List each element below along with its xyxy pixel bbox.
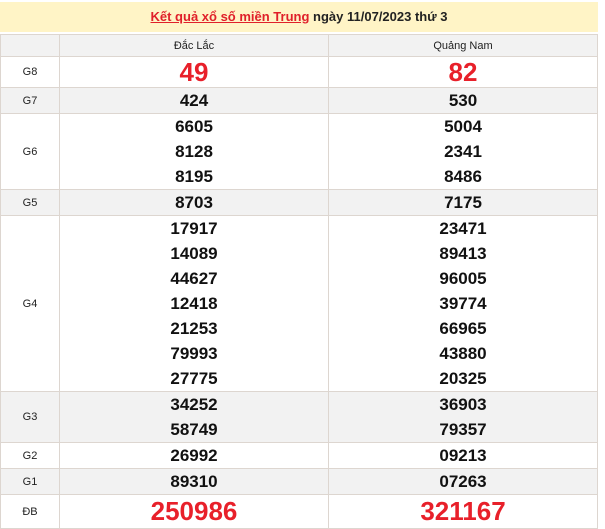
prize-label: G7: [0, 87, 60, 114]
prize-cell-b: 530: [328, 87, 598, 114]
prize-number: 36903: [439, 395, 487, 414]
header-province-2: Quảng Nam: [328, 34, 598, 57]
prize-number: 6605: [175, 117, 213, 136]
prize-number: 26992: [170, 446, 218, 465]
prize-label: G2: [0, 442, 60, 469]
prize-number: 43880: [439, 344, 487, 363]
prize-label: G4: [0, 215, 60, 392]
prize-cell-b: 321167: [328, 494, 598, 529]
prize-cell-b: 23471 89413 96005 39774 66965 43880 20325: [328, 215, 598, 392]
prize-number: 89310: [170, 472, 218, 491]
prize-row-g8: G8 49 82: [0, 56, 598, 88]
prize-number: 58749: [170, 420, 218, 439]
prize-number: 07263: [439, 472, 487, 491]
prize-number: 21253: [170, 319, 218, 338]
prize-row-g2: G2 26992 09213: [0, 442, 598, 469]
header-province-1: Đắc Lắc: [59, 34, 329, 57]
prize-number: 14089: [170, 244, 218, 263]
prize-cell-b: 5004 2341 8486: [328, 113, 598, 190]
prize-number: 27775: [170, 369, 218, 388]
results-table: Đắc Lắc Quảng Nam G8 49 82 G7 424 530 G6 6605 81…: [0, 34, 598, 529]
prize-label: G5: [0, 189, 60, 216]
prize-number: 5004: [444, 117, 482, 136]
prize-row-g3: G3 34252 58749 36903 79357: [0, 391, 598, 443]
prize-row-đb: ĐB 250986 321167: [0, 494, 598, 529]
prize-number: 8486: [444, 167, 482, 186]
prize-number: 79993: [170, 344, 218, 363]
prize-number: 2341: [444, 142, 482, 161]
prize-row-g5: G5 8703 7175: [0, 189, 598, 216]
prize-number: 96005: [439, 269, 487, 288]
prize-cell-a: 26992: [59, 442, 329, 469]
prize-number: 20325: [439, 369, 487, 388]
prize-number: 8703: [175, 193, 213, 212]
prize-number: 44627: [170, 269, 218, 288]
prize-number: 82: [448, 57, 478, 87]
prize-label: ĐB: [0, 494, 60, 529]
prize-label: G6: [0, 113, 60, 190]
prize-cell-a: 89310: [59, 468, 329, 495]
prize-cell-b: 07263: [328, 468, 598, 495]
results-date: ngày 11/07/2023 thứ 3: [309, 9, 448, 24]
results-link[interactable]: Kết quả xổ số miền Trung: [150, 9, 310, 24]
prize-cell-a: 49: [59, 56, 329, 88]
header-row: Đắc Lắc Quảng Nam: [0, 34, 598, 57]
prize-cell-b: 82: [328, 56, 598, 88]
prize-cell-a: 6605 8128 8195: [59, 113, 329, 190]
prize-number: 250986: [150, 496, 238, 526]
prize-cell-b: 36903 79357: [328, 391, 598, 443]
prize-number: 79357: [439, 420, 487, 439]
prize-row-g4: G4 17917 14089 44627 12418 21253 79993 27775 234…: [0, 215, 598, 392]
prize-number: 34252: [170, 395, 218, 414]
prize-number: 7175: [444, 193, 482, 212]
prize-cell-a: 424: [59, 87, 329, 114]
prize-number: 39774: [439, 294, 487, 313]
prize-row-g6: G6 6605 8128 8195 5004 2341 8486: [0, 113, 598, 190]
prize-number: 89413: [439, 244, 487, 263]
header-prize: [0, 34, 60, 57]
prize-label: G1: [0, 468, 60, 495]
prize-cell-b: 7175: [328, 189, 598, 216]
prize-cell-a: 250986: [59, 494, 329, 529]
prize-label: G8: [0, 56, 60, 88]
prize-cell-a: 34252 58749: [59, 391, 329, 443]
prize-number: 66965: [439, 319, 487, 338]
prize-number: 23471: [439, 219, 487, 238]
prize-number: 49: [179, 57, 209, 87]
prize-number: 12418: [170, 294, 218, 313]
prize-number: 8195: [175, 167, 213, 186]
prize-number: 17917: [170, 219, 218, 238]
prize-number: 424: [179, 91, 209, 110]
prize-cell-a: 17917 14089 44627 12418 21253 79993 27775: [59, 215, 329, 392]
prize-row-g7: G7 424 530: [0, 87, 598, 114]
prize-number: 8128: [175, 142, 213, 161]
prize-cell-a: 8703: [59, 189, 329, 216]
prize-row-g1: G1 89310 07263: [0, 468, 598, 495]
prize-cell-b: 09213: [328, 442, 598, 469]
results-title: Kết quả xổ số miền Trung ngày 11/07/2023…: [0, 2, 598, 32]
prize-label: G3: [0, 391, 60, 443]
prize-number: 321167: [420, 496, 506, 526]
prize-number: 09213: [439, 446, 487, 465]
prize-number: 530: [448, 91, 478, 110]
